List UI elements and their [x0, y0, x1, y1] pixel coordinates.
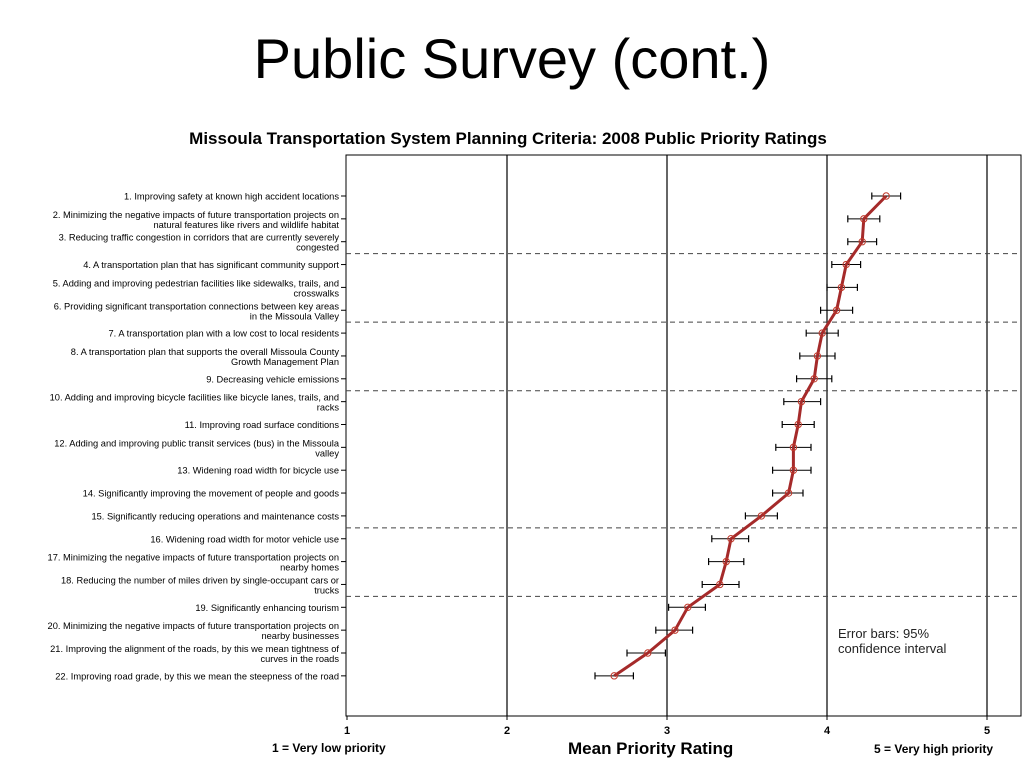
- mean-point: [684, 603, 692, 611]
- chart-title: Missoula Transportation System Planning …: [189, 129, 827, 148]
- category-label: 5. Adding and improving pedestrian facil…: [53, 278, 339, 288]
- x-tick-label-4: 4: [824, 725, 831, 737]
- category-label: 8. A transportation plan that supports t…: [71, 347, 340, 357]
- mean-point: [832, 306, 841, 314]
- category-label: 15. Significantly reducing operations an…: [91, 511, 339, 521]
- mean-point: [722, 557, 730, 566]
- category-label: crosswalks: [294, 288, 340, 298]
- low-priority-label: 1 = Very low priority: [272, 741, 386, 755]
- mean-point: [842, 260, 850, 269]
- category-label: 14. Significantly improving the movement…: [83, 489, 340, 499]
- mean-point: [610, 672, 618, 680]
- category-label: 9. Decreasing vehicle emissions: [206, 374, 339, 384]
- mean-point: [860, 215, 868, 223]
- mean-point: [757, 512, 766, 520]
- category-label: 16. Widening road width for motor vehicl…: [150, 534, 339, 544]
- mean-point: [784, 489, 793, 497]
- category-label: valley: [315, 448, 339, 458]
- category-label: 7. A transportation plan with a low cost…: [109, 329, 340, 339]
- x-tick-label-2: 2: [504, 725, 510, 737]
- category-label: 6. Providing significant transportation …: [54, 301, 340, 311]
- category-label: congested: [296, 243, 339, 253]
- mean-point: [644, 649, 652, 657]
- mean-point: [789, 466, 798, 474]
- category-label: 4. A transportation plan that has signif…: [83, 260, 339, 270]
- mean-point: [882, 192, 890, 200]
- category-label: 19. Significantly enhancing tourism: [195, 603, 339, 613]
- mean-point: [810, 375, 818, 383]
- category-label: 12. Adding and improving public transit …: [54, 438, 340, 448]
- category-label: natural features like rivers and wildlif…: [153, 220, 339, 230]
- category-label: racks: [317, 403, 340, 413]
- mean-point: [671, 626, 679, 634]
- category-label: 13. Widening road width for bicycle use: [177, 466, 339, 476]
- category-label: 1. Improving safety at known high accide…: [124, 192, 339, 202]
- category-label: 2. Minimizing the negative impacts of fu…: [53, 210, 339, 220]
- mean-point: [858, 238, 866, 246]
- category-label: 3. Reducing traffic congestion in corrid…: [59, 233, 340, 243]
- mean-point: [797, 397, 806, 406]
- x-axis-title: Mean Priority Rating: [568, 739, 734, 758]
- high-priority-label: 5 = Very high priority: [874, 742, 994, 756]
- mean-point: [716, 580, 724, 589]
- mean-point: [813, 352, 822, 360]
- category-label: 11. Improving road surface conditions: [185, 420, 340, 430]
- mean-rating-line: [613, 194, 888, 678]
- category-label: 20. Minimizing the negative impacts of f…: [48, 621, 339, 631]
- category-label: trucks: [314, 585, 339, 595]
- mean-point: [727, 535, 735, 543]
- category-label: 21. Improving the alignment of the roads…: [50, 644, 339, 654]
- error-bar-note-line-2: confidence interval: [838, 641, 947, 656]
- x-tick-label-3: 3: [664, 725, 670, 737]
- category-label: nearby businesses: [261, 631, 339, 641]
- error-bar-note: Error bars: 95% confidence interval: [838, 626, 1008, 656]
- category-label: 10. Adding and improving bicycle facilit…: [50, 393, 339, 403]
- category-label: nearby homes: [280, 563, 339, 573]
- error-bar-note-line-1: Error bars: 95%: [838, 626, 930, 641]
- category-label: in the Missoula Valley: [250, 311, 340, 321]
- category-label: 17. Minimizing the negative impacts of f…: [48, 553, 339, 563]
- category-label: 18. Reducing the number of miles driven …: [61, 575, 339, 585]
- mean-point: [789, 443, 798, 452]
- category-label: 22. Improving road grade, by this we mea…: [55, 671, 339, 681]
- x-tick-label-1: 1: [344, 725, 350, 737]
- slide-title: Public Survey (cont.): [253, 27, 771, 90]
- mean-point: [818, 329, 826, 337]
- category-label: Growth Management Plan: [231, 357, 339, 367]
- mean-point: [794, 420, 802, 429]
- category-label: curves in the roads: [260, 654, 339, 664]
- x-tick-label-5: 5: [984, 725, 990, 737]
- plot-frame: [345, 154, 1022, 717]
- mean-point: [837, 283, 846, 292]
